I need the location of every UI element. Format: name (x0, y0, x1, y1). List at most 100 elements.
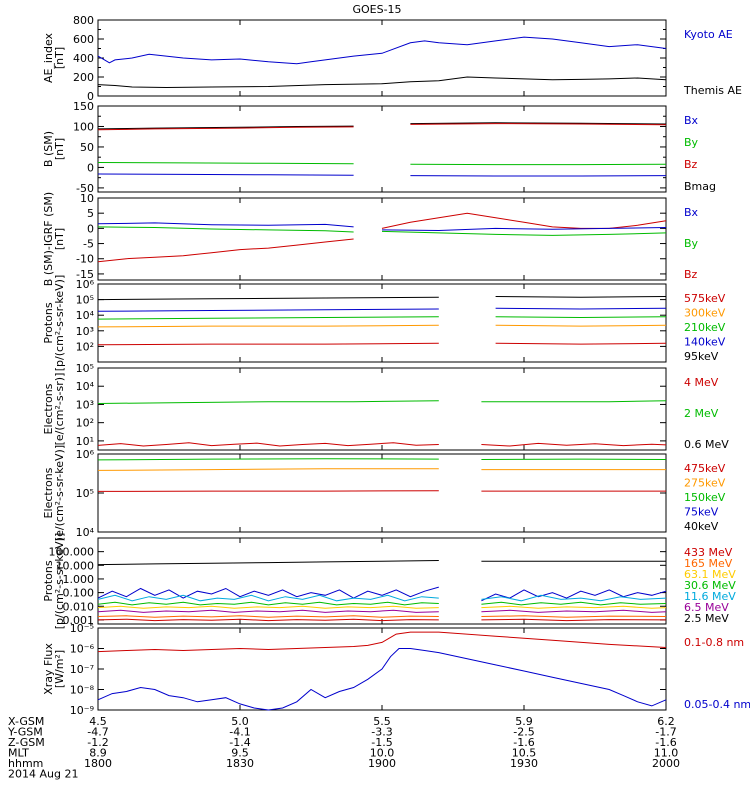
axis-row-value: 9.5 (231, 747, 249, 760)
y-axis-label: B (SM)-IGRF (SM) (42, 192, 55, 286)
y-axis-label: Electrons (42, 467, 55, 518)
y-tick-label: 10³ (76, 325, 94, 338)
series-line (97, 609, 439, 613)
y-tick-label: 10⁵ (76, 487, 94, 500)
panel-frame (97, 283, 667, 363)
axis-row-value: 8.9 (89, 747, 107, 760)
y-tick-label: 100.000 (49, 546, 95, 559)
legend-entry: Kyoto AE (684, 28, 733, 41)
legend-entry: 300keV (684, 307, 726, 320)
panel-frame (97, 453, 667, 533)
series-line (97, 238, 354, 263)
panel-electrons1: 10¹ 10² 10³ 10⁴ 10⁵ Electrons[e/(cm²-s-sr)] 4 … (42, 362, 729, 451)
y-axis-label: Protons (42, 302, 55, 343)
axis-row-value: 1800 (84, 757, 112, 770)
panel-frame (97, 367, 667, 451)
series-line (97, 400, 439, 404)
series-line (410, 123, 667, 126)
panel-protons2: 0.0010.0100.1001.00010.000100.000Protons… (42, 533, 736, 630)
axis-row-value: 10.5 (512, 747, 537, 760)
series-line (97, 490, 439, 492)
legend-entry: 30.6 MeV (684, 579, 736, 592)
y-axis-label: [W/m²] (53, 650, 66, 688)
y-tick-label: 10⁵ (76, 294, 94, 307)
series-line (97, 126, 354, 131)
axis-row-value: 2000 (652, 757, 680, 770)
series-line (495, 342, 667, 345)
y-tick-label: 10² (76, 417, 94, 430)
y-axis-label: Xray Flux (42, 643, 55, 695)
series-line (97, 36, 667, 65)
series-line (495, 316, 667, 319)
series-line (97, 631, 667, 653)
panel-bsm: -50 0 50 100 150 B (SM)[nT] Bx By Bz Bmag (42, 100, 716, 195)
series-line (481, 615, 667, 618)
axis-row-value: 1830 (226, 757, 254, 770)
y-tick-label: -5 (83, 238, 94, 251)
y-tick-label: 10⁴ (76, 380, 95, 393)
legend-entry: 575keV (684, 292, 726, 305)
y-tick-label: -15 (76, 268, 94, 281)
series-line (97, 618, 439, 622)
y-axis-label: [p/(cm²-s-sr-keV)] (53, 533, 66, 630)
y-tick-label: 10⁶ (76, 278, 95, 291)
series-line (381, 212, 667, 229)
y-tick-label: -10 (76, 253, 94, 266)
series-line (97, 296, 439, 301)
legend-entry: 6.5 MeV (684, 601, 729, 614)
y-tick-label: 10³ (76, 398, 94, 411)
axis-row-value: 10.0 (370, 747, 395, 760)
series-line (97, 648, 667, 711)
panel-protons: 10² 10³ 10⁴ 10⁵ 10⁶ Protons[p/(cm²-s-sr-keV)]… (42, 275, 726, 372)
series-line (97, 615, 439, 618)
y-tick-label: 200 (73, 71, 94, 84)
axis-row-value: 4.5 (89, 715, 107, 728)
y-tick-label: 10⁻⁷ (70, 663, 94, 676)
y-tick-label: 5 (87, 207, 94, 220)
y-axis-label: AE_index (42, 32, 55, 83)
series-line (97, 601, 439, 606)
legend-entry: 0.6 MeV (684, 438, 729, 451)
y-tick-label: 10⁻⁶ (70, 643, 95, 656)
y-axis-label: [e/(cm²-s-sr)] (53, 373, 66, 446)
series-line (97, 76, 667, 89)
series-line (481, 609, 667, 613)
legend-entry: By (684, 136, 699, 149)
legend-entry: 140keV (684, 336, 726, 349)
legend-entry: 95keV (684, 350, 719, 363)
series-line (97, 308, 439, 312)
panel-ae: 0 200 400 600 800 AE_index[nT] Kyoto AE Themis … (42, 14, 742, 103)
legend-entry: 63.1 MeV (684, 568, 736, 581)
legend-entry: 210keV (684, 321, 726, 334)
series-line (97, 125, 354, 130)
y-tick-label: 10⁶ (76, 448, 95, 461)
axis-row-value: -1.6 (655, 736, 676, 749)
axis-row-value: 5.0 (231, 715, 249, 728)
legend-entry: Bz (684, 268, 698, 281)
axis-row-label: Z-GSM (8, 736, 45, 749)
y-axis-label: [nT] (53, 228, 66, 250)
series-line (97, 560, 439, 566)
series-line (481, 594, 667, 602)
legend-entry: 165 MeV (684, 557, 733, 570)
axis-row-value: 1930 (510, 757, 538, 770)
y-tick-label: 0.001 (63, 614, 95, 627)
axis-row-value: 6.2 (657, 715, 675, 728)
legend-entry: 0.1-0.8 nm (684, 636, 744, 649)
y-tick-label: 100 (73, 120, 94, 133)
y-tick-label: 10⁵ (76, 362, 94, 375)
y-tick-label: 150 (73, 100, 94, 113)
axis-row-value: -1.4 (229, 736, 250, 749)
legend-entry: 433 MeV (684, 546, 733, 559)
y-axis-label: Protons (42, 560, 55, 601)
legend-entry: 75keV (684, 506, 719, 519)
y-axis-label: B (SM) (42, 131, 55, 167)
series-line (97, 586, 439, 599)
series-line (97, 324, 439, 328)
series-line (495, 307, 667, 310)
y-tick-label: 10.000 (56, 559, 95, 572)
series-line (97, 594, 439, 602)
series-line (97, 226, 354, 233)
legend-entry: 0.05-0.4 nm (684, 698, 750, 711)
